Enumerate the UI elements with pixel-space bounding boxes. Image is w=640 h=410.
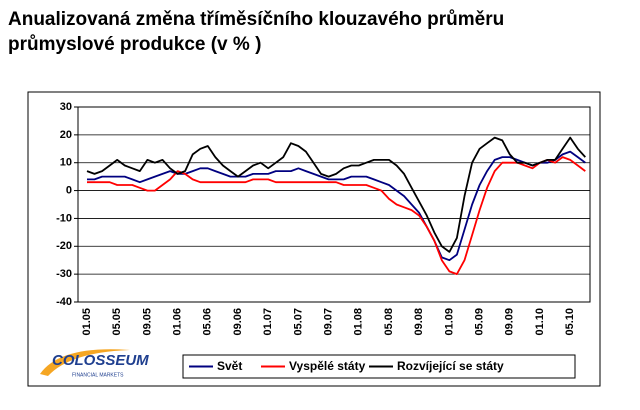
- x-tick-label: 05.07: [292, 308, 304, 336]
- x-tick-label: 05.10: [564, 308, 576, 336]
- plot-area: [77, 106, 591, 303]
- logo-swoosh: [40, 349, 130, 376]
- x-tick-label: 05.08: [383, 308, 395, 336]
- series-line: [87, 150, 586, 262]
- x-tick-label: 05.06: [202, 308, 214, 336]
- series-line: [86, 136, 586, 253]
- legend-label: Rozvíjející se státy: [397, 359, 504, 373]
- legend: Svět Vyspělé státy Rozvíjející se státy: [182, 354, 576, 379]
- x-tick-label: 09.06: [232, 308, 244, 336]
- y-tick-label: 10: [60, 157, 72, 169]
- chart-frame: [27, 91, 601, 387]
- legend-label: Svět: [217, 359, 242, 373]
- logo: COLOSSEUM FINANCIAL MARKETS: [40, 349, 149, 378]
- x-tick-label: 01.06: [172, 308, 184, 336]
- series-line: [87, 156, 586, 275]
- title-line: Anualizovaná změna tříměsíčního klouzavé…: [8, 9, 504, 30]
- legend-label: Vyspělé státy: [289, 359, 366, 373]
- y-tick-label: -10: [56, 212, 72, 224]
- x-tick-label: 01.10: [534, 308, 546, 336]
- logo-name: COLOSSEUM: [52, 352, 149, 369]
- y-tick-label: -20: [56, 240, 72, 252]
- y-tick-label: 0: [66, 184, 72, 196]
- x-tick-label: 01.08: [353, 308, 365, 336]
- x-tick-label: 01.07: [262, 308, 274, 336]
- x-tick-label: 01.05: [81, 308, 93, 336]
- x-tick-label: 05.05: [111, 308, 123, 336]
- x-tick-label: 09.05: [141, 308, 153, 336]
- x-tick-label: 01.09: [443, 308, 455, 336]
- y-tick-label: -40: [56, 296, 72, 308]
- y-tick-label: -30: [56, 268, 72, 280]
- x-tick-label: 09.08: [413, 308, 425, 336]
- x-tick-label: 09.07: [323, 308, 335, 336]
- logo-subtitle: FINANCIAL MARKETS: [72, 372, 124, 378]
- x-tick-label: 05.09: [474, 308, 486, 336]
- y-tick-label: 30: [60, 101, 72, 113]
- title-line: průmyslové produkce (v % ): [8, 34, 261, 55]
- y-tick-label: 20: [60, 129, 72, 141]
- x-tick-label: 09.09: [504, 308, 516, 336]
